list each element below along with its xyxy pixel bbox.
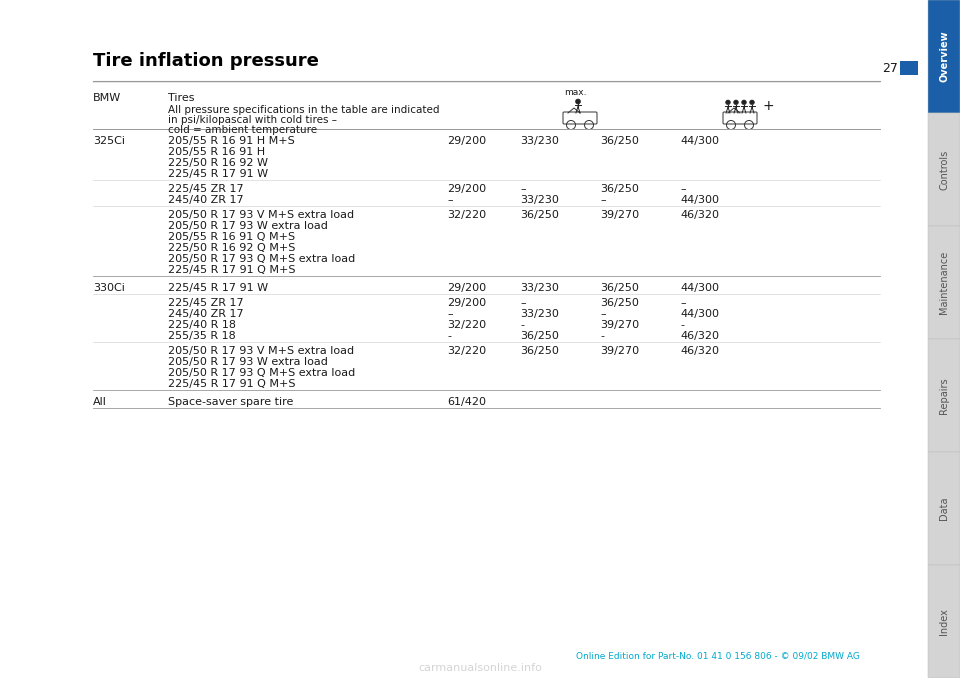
Text: 225/45 R 17 91 Q M+S: 225/45 R 17 91 Q M+S: [168, 379, 296, 389]
Text: 245/40 ZR 17: 245/40 ZR 17: [168, 309, 244, 319]
Text: 44/300: 44/300: [680, 136, 719, 146]
Text: 205/50 R 17 93 Q M+S extra load: 205/50 R 17 93 Q M+S extra load: [168, 254, 355, 264]
Text: 44/300: 44/300: [680, 283, 719, 293]
Text: Data: Data: [939, 497, 949, 520]
Text: Online Edition for Part-No. 01 41 0 156 806 - © 09/02 BMW AG: Online Edition for Part-No. 01 41 0 156 …: [576, 652, 860, 660]
Text: 225/45 R 17 91 W: 225/45 R 17 91 W: [168, 283, 268, 293]
Circle shape: [733, 100, 738, 104]
Text: Index: Index: [939, 608, 949, 635]
Text: 39/270: 39/270: [600, 346, 639, 356]
Text: in psi/kilopascal with cold tires –: in psi/kilopascal with cold tires –: [168, 115, 337, 125]
Text: 36/250: 36/250: [520, 210, 559, 220]
Text: –: –: [680, 298, 685, 308]
Text: 39/270: 39/270: [600, 210, 639, 220]
Text: 32/220: 32/220: [447, 210, 486, 220]
Text: 205/55 R 16 91 Q M+S: 205/55 R 16 91 Q M+S: [168, 232, 295, 242]
Text: –: –: [680, 184, 685, 194]
Text: 225/45 R 17 91 W: 225/45 R 17 91 W: [168, 169, 268, 179]
Text: 29/200: 29/200: [447, 283, 486, 293]
Text: –: –: [447, 309, 452, 319]
Text: 46/320: 46/320: [680, 346, 719, 356]
Text: 44/300: 44/300: [680, 309, 719, 319]
Text: 32/220: 32/220: [447, 320, 486, 330]
Text: 225/40 R 18: 225/40 R 18: [168, 320, 236, 330]
Text: 33/230: 33/230: [520, 283, 559, 293]
Text: -: -: [520, 320, 524, 330]
Text: Controls: Controls: [939, 149, 949, 190]
Text: Overview: Overview: [939, 31, 949, 82]
FancyBboxPatch shape: [928, 339, 960, 452]
Text: –: –: [600, 309, 606, 319]
Text: 61/420: 61/420: [447, 397, 486, 407]
Text: 225/45 ZR 17: 225/45 ZR 17: [168, 298, 244, 308]
Text: cold = ambient temperature: cold = ambient temperature: [168, 125, 317, 135]
Text: 205/55 R 16 91 H: 205/55 R 16 91 H: [168, 147, 265, 157]
Text: 255/35 R 18: 255/35 R 18: [168, 331, 236, 341]
Text: 29/200: 29/200: [447, 184, 486, 194]
Text: Tire inflation pressure: Tire inflation pressure: [93, 52, 319, 70]
Text: –: –: [520, 184, 526, 194]
Text: 205/50 R 17 93 W extra load: 205/50 R 17 93 W extra load: [168, 221, 328, 231]
Text: Maintenance: Maintenance: [939, 251, 949, 314]
Text: max.: max.: [564, 88, 587, 97]
Text: 205/50 R 17 93 W extra load: 205/50 R 17 93 W extra load: [168, 357, 328, 367]
Text: BMW: BMW: [93, 93, 121, 103]
Text: 36/250: 36/250: [600, 283, 638, 293]
Text: All pressure specifications in the table are indicated: All pressure specifications in the table…: [168, 105, 440, 115]
FancyBboxPatch shape: [900, 61, 918, 75]
Text: 36/250: 36/250: [600, 184, 638, 194]
Text: 36/250: 36/250: [600, 136, 638, 146]
Text: 225/50 R 16 92 W: 225/50 R 16 92 W: [168, 158, 268, 168]
Text: 36/250: 36/250: [600, 298, 638, 308]
Text: 46/320: 46/320: [680, 210, 719, 220]
Text: 36/250: 36/250: [520, 346, 559, 356]
Text: 29/200: 29/200: [447, 136, 486, 146]
Text: 29/200: 29/200: [447, 298, 486, 308]
Text: 330Ci: 330Ci: [93, 283, 125, 293]
Text: 225/45 R 17 91 Q M+S: 225/45 R 17 91 Q M+S: [168, 265, 296, 275]
Text: -: -: [447, 331, 451, 341]
Text: 33/230: 33/230: [520, 309, 559, 319]
Text: 225/50 R 16 92 Q M+S: 225/50 R 16 92 Q M+S: [168, 243, 296, 253]
Text: 44/300: 44/300: [680, 195, 719, 205]
Text: 205/50 R 17 93 V M+S extra load: 205/50 R 17 93 V M+S extra load: [168, 210, 354, 220]
Text: Tires: Tires: [168, 93, 195, 103]
Text: –: –: [600, 195, 606, 205]
Circle shape: [742, 100, 746, 104]
Text: 205/50 R 17 93 V M+S extra load: 205/50 R 17 93 V M+S extra load: [168, 346, 354, 356]
Text: -: -: [600, 331, 604, 341]
Text: 33/230: 33/230: [520, 136, 559, 146]
Text: 27: 27: [882, 62, 898, 75]
Circle shape: [575, 99, 581, 104]
FancyBboxPatch shape: [928, 565, 960, 678]
FancyBboxPatch shape: [928, 113, 960, 226]
FancyBboxPatch shape: [928, 452, 960, 565]
FancyBboxPatch shape: [928, 226, 960, 339]
Text: 46/320: 46/320: [680, 331, 719, 341]
Circle shape: [750, 100, 755, 104]
Text: 325Ci: 325Ci: [93, 136, 125, 146]
Text: 33/230: 33/230: [520, 195, 559, 205]
Text: carmanualsonline.info: carmanualsonline.info: [418, 663, 542, 673]
Text: –: –: [447, 195, 452, 205]
Text: 245/40 ZR 17: 245/40 ZR 17: [168, 195, 244, 205]
Text: –: –: [520, 298, 526, 308]
Text: Space-saver spare tire: Space-saver spare tire: [168, 397, 294, 407]
Text: -: -: [680, 320, 684, 330]
Text: +: +: [762, 99, 774, 113]
Text: 205/50 R 17 93 Q M+S extra load: 205/50 R 17 93 Q M+S extra load: [168, 368, 355, 378]
Text: 39/270: 39/270: [600, 320, 639, 330]
Text: 36/250: 36/250: [520, 331, 559, 341]
Text: 32/220: 32/220: [447, 346, 486, 356]
Text: Repairs: Repairs: [939, 377, 949, 414]
Circle shape: [726, 100, 731, 104]
FancyBboxPatch shape: [928, 0, 960, 113]
Text: 225/45 ZR 17: 225/45 ZR 17: [168, 184, 244, 194]
Text: 205/55 R 16 91 H M+S: 205/55 R 16 91 H M+S: [168, 136, 295, 146]
Text: All: All: [93, 397, 107, 407]
